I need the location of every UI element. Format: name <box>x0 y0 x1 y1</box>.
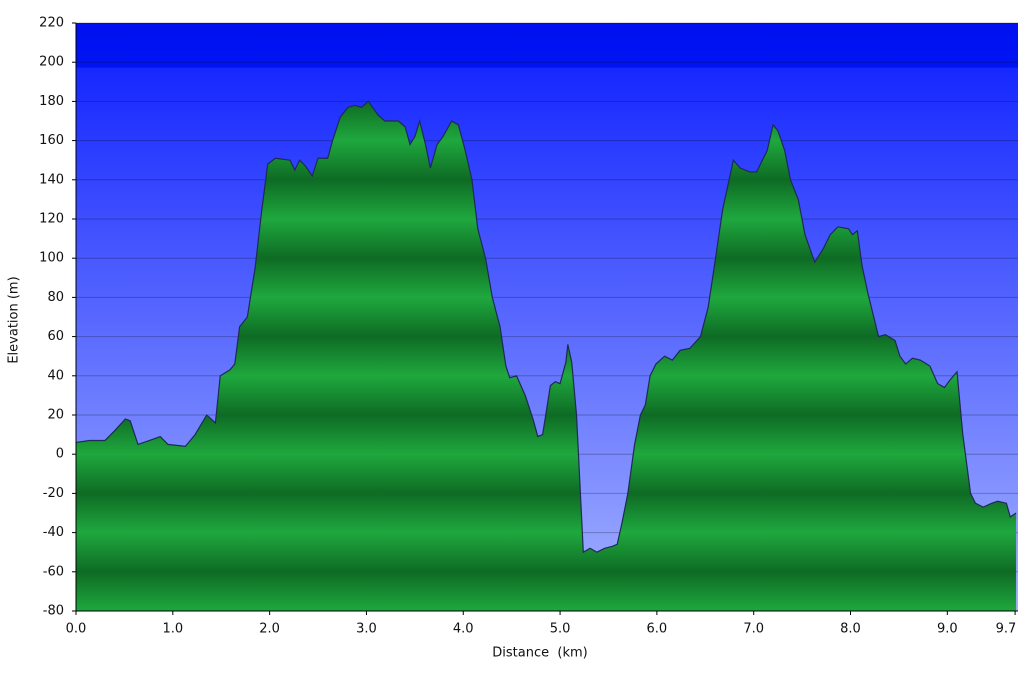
y-tick-label: 20 <box>47 408 64 423</box>
y-tick-label: 0 <box>56 447 64 462</box>
x-tick-label: 1.0 <box>162 622 183 637</box>
x-tick-label: 5.0 <box>550 622 571 637</box>
x-tick-label: 2.0 <box>259 622 280 637</box>
y-tick-label: 160 <box>39 133 64 148</box>
y-tick-label: 40 <box>47 368 64 383</box>
x-tick-label: 7.0 <box>743 622 764 637</box>
y-tick-label: -60 <box>43 564 64 579</box>
y-tick-label: -80 <box>43 604 64 619</box>
y-tick-label: -40 <box>43 525 64 540</box>
y-tick-label: 180 <box>39 94 64 109</box>
x-tick-label: 9.0 <box>937 622 958 637</box>
y-tick-label: 60 <box>47 329 64 344</box>
y-axis-label: Elevation (m) <box>7 276 22 363</box>
y-tick-label: 120 <box>39 212 64 227</box>
x-tick-label: 4.0 <box>453 622 474 637</box>
elevation-line <box>75 100 1017 554</box>
x-tick-label: 6.0 <box>647 622 668 637</box>
y-tick-label: 80 <box>47 290 64 305</box>
y-tick-label: 100 <box>39 251 64 266</box>
x-tick-label: 9.7 <box>996 622 1017 637</box>
elevation-area <box>76 101 1017 612</box>
y-tick-label: -20 <box>43 486 64 501</box>
x-tick-label: 0.0 <box>66 622 87 637</box>
x-axis-label: Distance (km) <box>492 646 587 661</box>
y-tick-label: 220 <box>39 16 64 31</box>
y-tick-label: 200 <box>39 55 64 70</box>
x-tick-label: 3.0 <box>356 622 377 637</box>
y-tick-label: 140 <box>39 172 64 187</box>
x-tick-label: 8.0 <box>840 622 861 637</box>
